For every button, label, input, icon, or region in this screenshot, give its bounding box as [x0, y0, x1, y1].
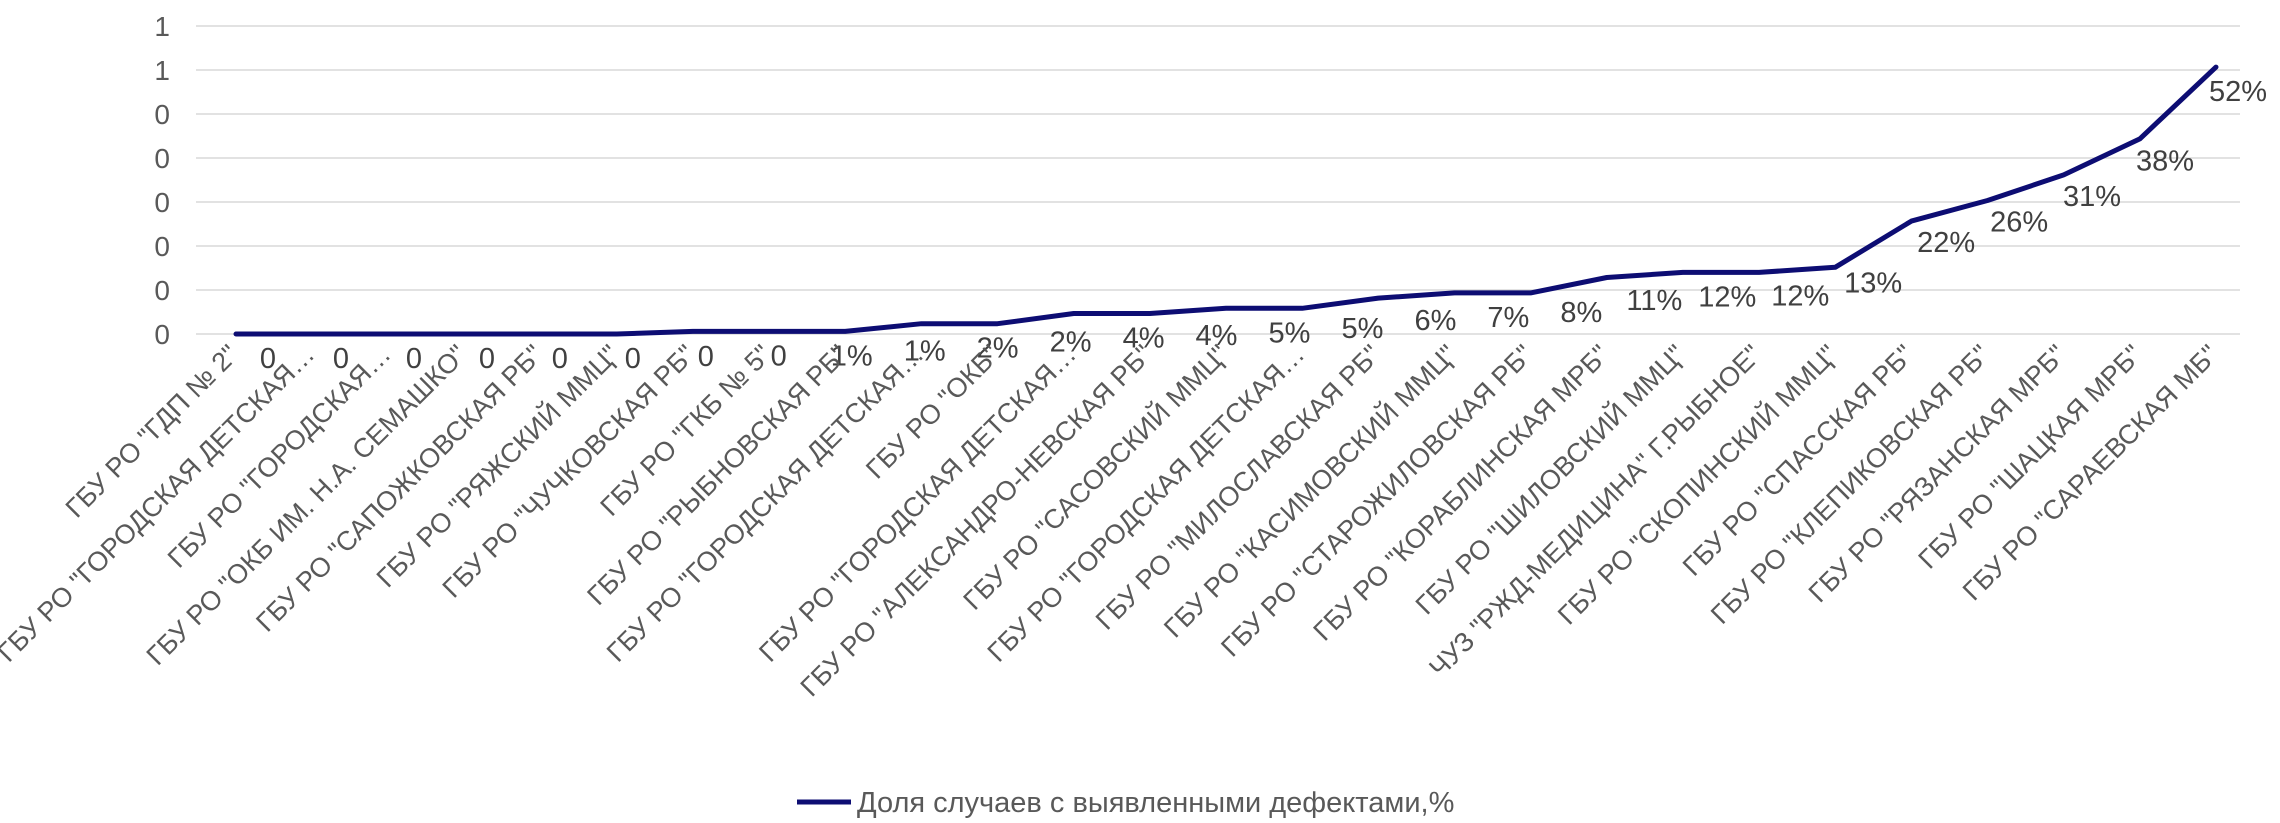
data-label: 13%: [1844, 268, 1902, 300]
series-layer: [233, 64, 2219, 337]
data-label: 5%: [1341, 313, 1383, 345]
data-label: 6%: [1414, 305, 1456, 337]
y-tick-label: 0: [154, 231, 170, 262]
y-tick-label: 0: [154, 187, 170, 218]
data-label: 1%: [831, 340, 873, 372]
y-tick-label: 1: [154, 11, 170, 42]
data-label: 2%: [1050, 327, 1092, 359]
x-category-label: ГБУ РО "КЛЕПИКОВСКАЯ РБ": [1705, 339, 1996, 630]
data-labels: 0 0 0 0 0 0 0 0 1% 1% 2% 2% 4% 4% 5% 5% 6% 7% 8% 11% 12% 12% 1…: [260, 76, 2267, 375]
data-label: 2%: [977, 333, 1019, 365]
y-axis-tick-labels: 0 0 0 0 0 0 1 1: [154, 11, 170, 350]
data-label: 4%: [1196, 320, 1238, 352]
y-tick-label: 0: [154, 143, 170, 174]
y-tick-label: 0: [154, 99, 170, 130]
data-label: 12%: [1698, 281, 1756, 313]
data-label: 0: [260, 343, 276, 375]
x-category-label: ГБУ РО "ШИЛОВСКИЙ ММЦ": [1409, 338, 1691, 620]
data-label: 52%: [2209, 76, 2267, 108]
y-tick-label: 0: [154, 275, 170, 306]
data-label: 38%: [2136, 145, 2194, 177]
data-label: 0: [698, 341, 714, 373]
data-label: 0: [625, 343, 641, 375]
data-label: 0: [479, 343, 495, 375]
legend: Доля случаев с выявленными дефектами,%: [797, 787, 1454, 819]
data-label: 0: [333, 343, 349, 375]
x-axis-category-labels: ГБУ РО "ГДП № 2"ГБУ РО "ГОРОДСКАЯ ДЕТСКА…: [0, 338, 2224, 702]
data-label: 31%: [2063, 181, 2121, 213]
data-label: 8%: [1560, 297, 1602, 329]
legend-label: Доля случаев с выявленными дефектами,%: [857, 787, 1454, 818]
series-line: [233, 64, 2219, 337]
gridlines: [196, 25, 2240, 335]
x-category-label: ГБУ РО "АЛЕКСАНДРО-НЕВСКАЯ РБ": [795, 339, 1158, 702]
data-label: 7%: [1487, 302, 1529, 334]
data-label: 11%: [1626, 285, 1682, 317]
data-label: 0: [552, 343, 568, 375]
data-label: 26%: [1990, 207, 2048, 239]
data-label: 5%: [1269, 317, 1311, 349]
data-label: 0: [771, 340, 787, 372]
y-tick-label: 1: [154, 55, 170, 86]
data-label: 4%: [1123, 322, 1165, 354]
data-label: 22%: [1917, 227, 1975, 259]
x-category-label: ГБУ РО "СКОПИНСКИЙ ММЦ": [1551, 338, 1843, 630]
data-label: 0: [406, 343, 422, 375]
y-tick-label: 0: [154, 319, 170, 350]
data-label: 12%: [1771, 280, 1829, 312]
data-label: 1%: [904, 335, 946, 367]
